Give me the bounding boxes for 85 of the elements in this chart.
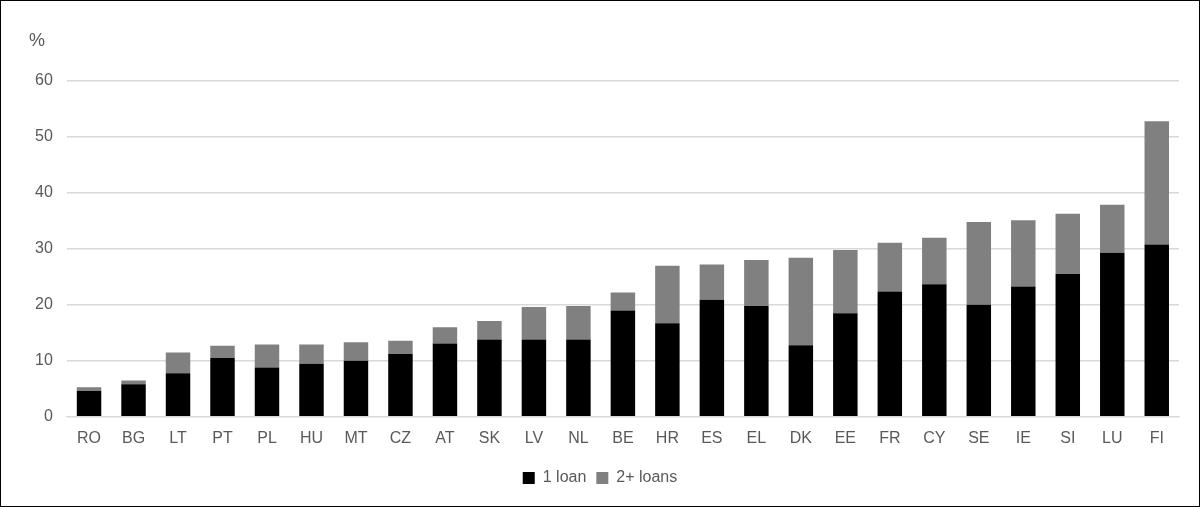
x-tick-label: SK xyxy=(478,428,501,446)
x-tick-label: ES xyxy=(701,428,723,446)
x-tick-label: HR xyxy=(655,428,679,446)
x-tick-label: PT xyxy=(212,428,233,446)
x-tick-label: LT xyxy=(169,428,187,446)
bar xyxy=(1144,121,1169,245)
bar xyxy=(699,299,725,417)
bar xyxy=(655,265,680,324)
bar xyxy=(877,242,903,292)
bar xyxy=(210,358,235,417)
y-tick-label: 30 xyxy=(35,239,53,257)
x-tick-label: FR xyxy=(879,428,901,446)
x-tick-label: NL xyxy=(568,428,589,446)
y-axis-title: % xyxy=(29,29,46,50)
bar xyxy=(299,344,324,364)
bar xyxy=(343,342,369,361)
bar xyxy=(1055,213,1081,275)
bar xyxy=(833,313,858,417)
bar xyxy=(1011,286,1036,417)
bar xyxy=(343,360,369,417)
bar xyxy=(788,345,814,417)
bar xyxy=(432,327,458,344)
x-tick-label: AT xyxy=(435,428,455,446)
x-tick-label: LV xyxy=(524,428,544,446)
bar xyxy=(744,260,769,306)
bar xyxy=(477,321,502,340)
bar xyxy=(744,305,769,417)
bar xyxy=(699,264,725,300)
x-tick-label: BE xyxy=(612,428,634,446)
bar xyxy=(121,380,146,385)
bar xyxy=(1100,204,1125,253)
bar xyxy=(76,387,102,392)
x-tick-label: MT xyxy=(344,428,368,446)
x-tick-label: IE xyxy=(1015,428,1031,446)
bar xyxy=(121,384,146,417)
bar xyxy=(210,345,235,359)
bar xyxy=(788,257,814,346)
bar xyxy=(877,291,903,417)
x-tick-label: FI xyxy=(1149,428,1164,446)
bar xyxy=(165,352,191,374)
x-tick-label: HU xyxy=(299,428,324,446)
y-tick-label: 10 xyxy=(35,351,53,369)
y-tick-label: 40 xyxy=(35,183,53,201)
x-tick-label: EE xyxy=(834,428,857,446)
bar xyxy=(566,339,591,417)
x-tick-label: CZ xyxy=(389,428,412,446)
bar xyxy=(477,339,502,417)
bar xyxy=(566,305,591,340)
x-tick-label: CY xyxy=(923,428,946,446)
x-tick-label: PL xyxy=(257,428,277,446)
bar xyxy=(1011,220,1036,287)
bar xyxy=(966,222,992,305)
x-tick-label: BG xyxy=(121,428,146,446)
bar xyxy=(922,284,947,417)
bar xyxy=(254,367,280,417)
bar xyxy=(388,354,413,417)
bar xyxy=(966,304,992,417)
y-tick-label: 50 xyxy=(35,127,53,145)
x-tick-label: RO xyxy=(77,428,102,446)
y-tick-label: 60 xyxy=(35,71,53,89)
bar xyxy=(1100,252,1125,417)
bar xyxy=(1144,244,1169,417)
bar xyxy=(299,363,324,417)
bar xyxy=(833,250,858,314)
bar xyxy=(165,373,191,417)
legend-label: 2+ loans xyxy=(616,468,678,486)
legend-label: 1 loan xyxy=(542,468,587,486)
x-tick-label: EL xyxy=(746,428,767,446)
x-tick-label: SE xyxy=(968,428,990,446)
bar xyxy=(388,340,413,355)
bar xyxy=(922,237,947,285)
bar xyxy=(76,391,102,417)
bar xyxy=(521,307,547,340)
bar xyxy=(610,292,636,311)
y-tick-label: 0 xyxy=(43,407,53,425)
x-tick-label: LU xyxy=(1102,428,1123,446)
bar xyxy=(655,323,680,417)
x-tick-label: SI xyxy=(1060,428,1076,446)
bar xyxy=(254,344,280,368)
y-tick-label: 20 xyxy=(35,295,53,313)
bar xyxy=(521,339,547,417)
x-tick-label: DK xyxy=(789,428,813,446)
bar xyxy=(432,343,458,417)
bar xyxy=(610,310,636,417)
bar xyxy=(1055,274,1081,417)
